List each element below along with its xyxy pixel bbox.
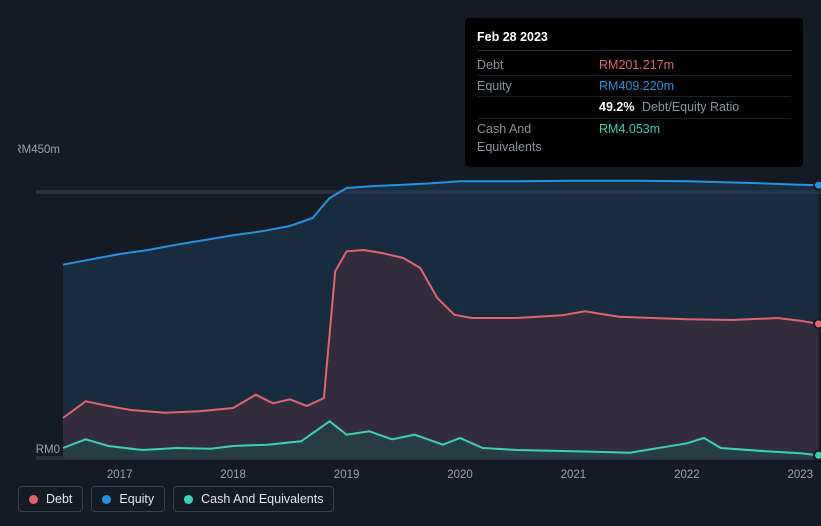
- legend-label: Debt: [46, 492, 72, 506]
- ratio-value: 49.2%: [599, 100, 634, 114]
- debt-equity-chart: Feb 28 2023 Debt RM201.217m Equity RM409…: [0, 0, 821, 526]
- x-tick-label: 2018: [220, 469, 246, 481]
- y-axis-label-min: RM0: [36, 444, 60, 456]
- x-tick-label: 2020: [447, 469, 473, 481]
- tooltip-value: RM409.220m: [599, 77, 674, 95]
- x-axis: 2017 2018 2019 2020 2021 2022 2023: [107, 469, 813, 481]
- x-tick-label: 2022: [674, 469, 700, 481]
- end-marker-cash: [814, 451, 821, 460]
- tooltip-label: Cash And Equivalents: [477, 120, 599, 156]
- tooltip-value: RM201.217m: [599, 56, 674, 74]
- tooltip-date: Feb 28 2023: [477, 28, 791, 51]
- x-tick-label: 2017: [107, 469, 133, 481]
- legend-label: Equity: [119, 492, 154, 506]
- y-axis-label-max: RM450m: [18, 144, 60, 156]
- end-marker-equity: [814, 181, 821, 190]
- x-tick-label: 2019: [334, 469, 360, 481]
- ratio-label: Debt/Equity Ratio: [642, 100, 739, 114]
- legend-marker-icon: [184, 495, 193, 504]
- tooltip-row-equity: Equity RM409.220m: [477, 75, 791, 96]
- tooltip-row-debt: Debt RM201.217m: [477, 55, 791, 75]
- x-tick-label: 2021: [561, 469, 587, 481]
- legend-marker-icon: [29, 495, 38, 504]
- tooltip-row-ratio: 49.2% Debt/Equity Ratio: [477, 96, 791, 117]
- legend: Debt Equity Cash And Equivalents: [18, 486, 334, 512]
- legend-marker-icon: [102, 495, 111, 504]
- chart-tooltip: Feb 28 2023 Debt RM201.217m Equity RM409…: [465, 18, 803, 167]
- legend-item-cash[interactable]: Cash And Equivalents: [173, 486, 334, 512]
- tooltip-value: RM4.053m: [599, 120, 660, 138]
- tooltip-label: Debt: [477, 56, 599, 74]
- tooltip-row-cash: Cash And Equivalents RM4.053m: [477, 118, 791, 157]
- tooltip-label: Equity: [477, 77, 599, 95]
- legend-item-equity[interactable]: Equity: [91, 486, 165, 512]
- legend-label: Cash And Equivalents: [201, 492, 323, 506]
- legend-item-debt[interactable]: Debt: [18, 486, 83, 512]
- end-marker-debt: [814, 319, 821, 328]
- plot-area: [63, 181, 821, 460]
- x-tick-label: 2023: [788, 469, 814, 481]
